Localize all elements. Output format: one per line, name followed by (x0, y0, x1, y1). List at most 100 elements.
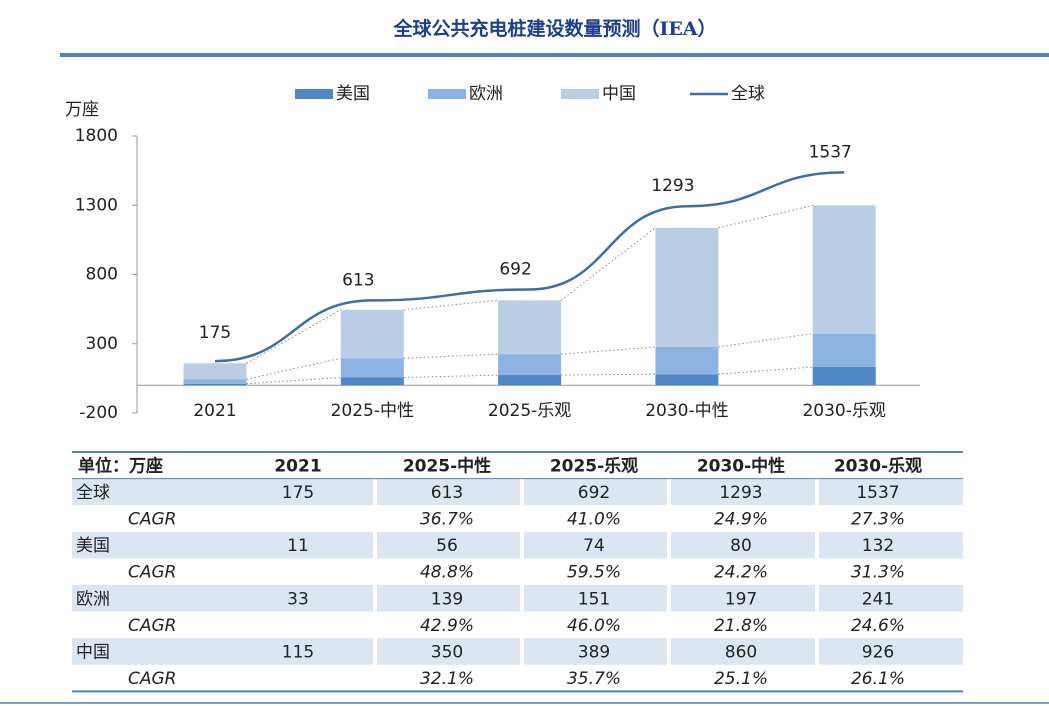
bar-segment (498, 375, 562, 386)
bar-segment (340, 377, 404, 386)
table-header: 2030-乐观 (834, 456, 922, 476)
bar-segment (498, 354, 562, 376)
legend-label: 中国 (602, 84, 636, 104)
row-shade (819, 478, 963, 506)
row-shade (524, 585, 667, 612)
cagr-cell: CAGR (128, 616, 177, 636)
row-shade (671, 638, 815, 665)
cagr-cell: 41.0% (567, 510, 621, 530)
legend-label: 全球 (731, 84, 765, 104)
bar-segment (183, 379, 247, 384)
table-cell: 全球 (76, 483, 110, 503)
bar-segment (498, 300, 562, 355)
row-shade (377, 638, 520, 665)
bar-segment (812, 333, 876, 368)
row-shade (819, 638, 963, 665)
row-shade (819, 585, 963, 612)
data-label: 1293 (651, 176, 694, 196)
y-tick-label: 300 (86, 334, 118, 354)
row-shade (524, 638, 667, 665)
table-header: 2021 (274, 456, 321, 476)
row-shade (72, 531, 373, 559)
legend-label: 欧洲 (469, 84, 503, 104)
cagr-cell: 24.6% (851, 616, 905, 636)
bar-segment (340, 358, 404, 378)
bar-segment (340, 309, 404, 359)
table-cell: 139 (431, 589, 463, 609)
row-shade (671, 531, 815, 559)
table-cell: 33 (287, 589, 309, 609)
table-header: 单位：万座 (78, 455, 163, 476)
table-cell: 11 (287, 536, 309, 556)
table-cell: 132 (862, 536, 894, 556)
cagr-cell: 27.3% (851, 510, 905, 530)
row-shade (377, 585, 520, 612)
cagr-cell: 21.8% (714, 616, 768, 636)
row-shade (524, 531, 667, 559)
table-cell: 613 (431, 483, 463, 503)
table-cell: 860 (725, 643, 757, 663)
cagr-cell: 26.1% (851, 669, 905, 689)
bar-segment (812, 367, 876, 386)
row-shade (671, 585, 815, 612)
title: 全球公共充电桩建设数量预测（IEA） (392, 17, 716, 40)
y-tick-label: -200 (79, 403, 118, 423)
table-cell: 欧洲 (76, 589, 110, 609)
table-cell: 80 (730, 536, 752, 556)
cagr-cell: 35.7% (567, 669, 621, 689)
y-tick-label: 1800 (75, 126, 118, 146)
y-axis-label: 万座 (65, 100, 99, 120)
bar-segment (655, 374, 719, 386)
x-tick-label: 2030-中性 (645, 401, 728, 421)
cagr-cell: 25.1% (714, 669, 768, 689)
table-cell: 1293 (719, 483, 762, 503)
bar-segment (183, 383, 247, 386)
row-shade (72, 638, 373, 665)
cagr-cell: 24.9% (714, 510, 768, 530)
bar-segment (655, 227, 719, 347)
data-label: 692 (499, 259, 531, 279)
cagr-cell: 59.5% (567, 563, 621, 583)
table-cell: 692 (578, 483, 610, 503)
table-cell: 151 (578, 589, 610, 609)
table-cell: 926 (862, 643, 894, 663)
row-shade (72, 585, 373, 612)
cagr-cell: CAGR (128, 510, 177, 530)
data-label: 1537 (809, 142, 852, 162)
table-header: 2025-乐观 (550, 456, 638, 476)
bar-segment (183, 363, 247, 380)
cagr-cell: 36.7% (420, 510, 474, 530)
x-tick-label: 2030-乐观 (802, 401, 885, 421)
title-rule (60, 53, 1049, 57)
x-tick-label: 2025-中性 (331, 401, 414, 421)
row-shade (671, 478, 815, 506)
data-label: 175 (199, 323, 231, 343)
y-tick-label: 1300 (75, 195, 118, 215)
row-shade (72, 478, 373, 506)
table-cell: 56 (436, 536, 458, 556)
cagr-cell: 24.2% (714, 563, 768, 583)
row-shade (377, 478, 520, 506)
table-cell: 175 (282, 483, 314, 503)
global-line (214, 171, 845, 363)
table-header: 2025-中性 (403, 455, 491, 476)
table-cell: 115 (282, 643, 314, 663)
data-label: 613 (342, 270, 374, 290)
row-shade (524, 478, 667, 506)
legend-swatch (295, 89, 333, 99)
legend-swatch (561, 89, 599, 99)
table-cell: 350 (431, 643, 463, 663)
connector (246, 333, 813, 380)
bar-segment (812, 205, 876, 334)
cagr-cell: 48.8% (420, 563, 474, 583)
cagr-cell: 32.1% (420, 669, 474, 689)
legend-swatch (428, 89, 466, 99)
cagr-cell: CAGR (128, 669, 177, 689)
cagr-cell: 46.0% (567, 616, 621, 636)
cagr-cell: CAGR (128, 563, 177, 583)
table-cell: 1537 (856, 483, 899, 503)
row-shade (819, 531, 963, 559)
table-cell: 241 (862, 589, 894, 609)
table-cell: 美国 (76, 536, 110, 556)
